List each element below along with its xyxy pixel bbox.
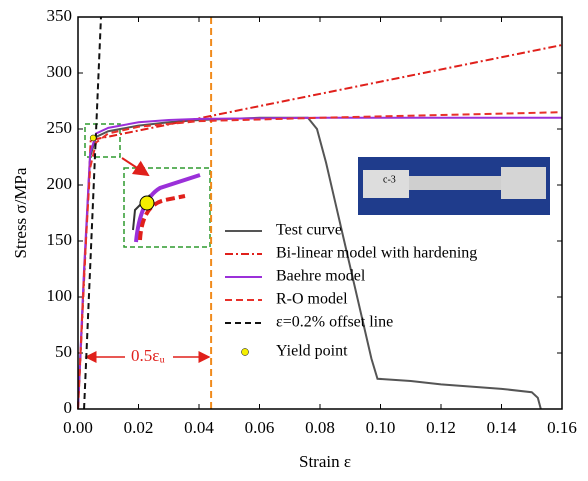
specimen-photo: c-3	[358, 157, 550, 215]
x-tick-label: 0.10	[366, 418, 396, 437]
annotation-bg	[125, 345, 173, 369]
legend-marker	[241, 348, 249, 356]
x-tick-label: 0.04	[184, 418, 214, 437]
plot-frame	[77, 16, 563, 410]
series-line	[77, 111, 563, 410]
y-tick-label: 150	[47, 230, 73, 249]
x-axis-title: Strain ε	[299, 452, 351, 471]
zoom-box	[84, 123, 121, 158]
y-tick-label: 0	[64, 398, 73, 417]
legend-label: R-O model	[276, 291, 348, 308]
y-tick-label: 300	[47, 62, 73, 81]
y-tick-label: 250	[47, 118, 73, 137]
y-tick-label: 350	[47, 6, 73, 25]
legend-label: Baehre model	[276, 268, 366, 285]
x-tick-label: 0.02	[124, 418, 154, 437]
svg-text:c-3: c-3	[383, 174, 396, 185]
inset-curves	[132, 173, 201, 243]
legend-label: Test curve	[276, 222, 342, 239]
y-tick-label: 200	[47, 174, 73, 193]
legend-label: ε=0.2% offset line	[276, 314, 393, 331]
series-line	[77, 116, 562, 410]
x-tick-label: 0.06	[245, 418, 275, 437]
y-tick-label: 50	[55, 342, 72, 361]
annotation: 0.5εᵤ	[131, 346, 165, 365]
series-line	[77, 116, 542, 410]
y-axis-title: Stress σ/MPa	[11, 167, 30, 258]
yield-point	[89, 134, 97, 142]
x-tick-label: 0.12	[426, 418, 456, 437]
y-tick-label: 100	[47, 286, 73, 305]
zoom-arrow	[121, 157, 150, 177]
series-line	[83, 16, 102, 410]
x-tick-label: 0.16	[547, 418, 577, 437]
x-tick-label: 0.14	[487, 418, 517, 437]
x-tick-label: 0.00	[63, 418, 93, 437]
x-tick-label: 0.08	[305, 418, 335, 437]
legend-label: Yield point	[276, 343, 348, 360]
legend-label: Bi-linear model with hardening	[276, 245, 477, 262]
